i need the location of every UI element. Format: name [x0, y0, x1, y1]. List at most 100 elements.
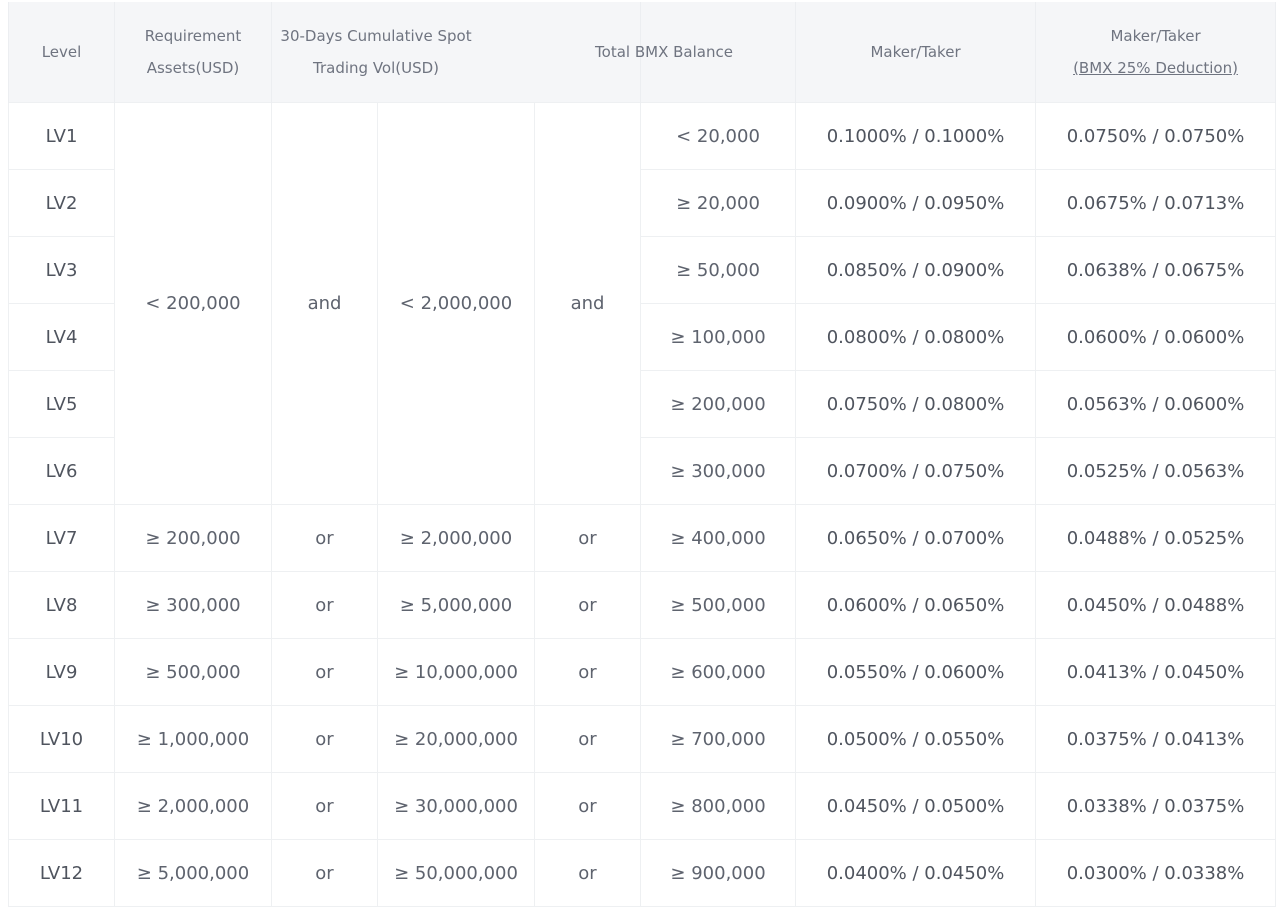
bmx-balance-cell: ≥ 50,000 — [640, 236, 797, 304]
level-cell: LV11 — [8, 772, 115, 840]
maker-taker-deduction-fee-cell: 0.0413% / 0.0450% — [1035, 638, 1277, 706]
maker-taker-deduction-fee-cell: 0.0525% / 0.0563% — [1035, 437, 1277, 505]
trading-volume-cell: ≥ 10,000,000 — [377, 638, 535, 706]
connector-cell: or — [271, 638, 378, 706]
level-cell: LV12 — [8, 839, 115, 907]
requirement-assets-cell: ≥ 500,000 — [114, 638, 272, 706]
level-cell: LV4 — [8, 303, 115, 371]
header-trading-volume: 30-Days Cumulative Spot Trading Vol(USD) — [270, 2, 642, 103]
level-cell: LV1 — [8, 102, 115, 170]
bmx-balance-cell: ≥ 20,000 — [640, 169, 797, 237]
level-cell: LV6 — [8, 437, 115, 505]
header-balance-label: Total BMX Balance — [595, 43, 733, 61]
level-cell: LV3 — [8, 236, 115, 304]
requirement-assets-cell: ≥ 200,000 — [114, 504, 272, 572]
table-header-row: Level Requirement Assets(USD) 30-Days Cu… — [8, 2, 1277, 103]
requirement-assets-cell: ≥ 300,000 — [114, 571, 272, 639]
bmx-balance-cell: ≥ 300,000 — [640, 437, 797, 505]
maker-taker-deduction-fee-cell: 0.0750% / 0.0750% — [1035, 102, 1277, 170]
level-cell: LV9 — [8, 638, 115, 706]
maker-taker-fee-cell: 0.0450% / 0.0500% — [795, 772, 1037, 840]
header-level: Level — [8, 2, 115, 103]
maker-taker-fee-cell: 0.0750% / 0.0800% — [795, 370, 1037, 438]
table-row: LV4 ≥ 100,000 0.0800% / 0.0800% 0.0600% / 0… — [8, 303, 1277, 371]
connector-cell: or — [271, 571, 378, 639]
table-row: LV2 ≥ 20,000 0.0900% / 0.0950% 0.0675% / 0.… — [8, 169, 1277, 237]
requirement-assets-cell: ≥ 2,000,000 — [114, 772, 272, 840]
maker-taker-deduction-fee-cell: 0.0563% / 0.0600% — [1035, 370, 1277, 438]
maker-taker-deduction-fee-cell: 0.0300% / 0.0338% — [1035, 839, 1277, 907]
header-requirement-assets: Requirement Assets(USD) — [114, 2, 272, 103]
table-row: LV5 ≥ 200,000 0.0750% / 0.0800% 0.0563% / 0… — [8, 370, 1277, 438]
maker-taker-fee-cell: 0.0500% / 0.0550% — [795, 705, 1037, 773]
table-row: LV10 ≥ 1,000,000 or ≥ 20,000,000 or ≥ 700,000… — [8, 705, 1277, 773]
maker-taker-fee-cell: 0.0700% / 0.0750% — [795, 437, 1037, 505]
connector-cell: or — [533, 638, 642, 706]
connector-cell: and — [533, 102, 642, 505]
connector-cell: or — [271, 839, 378, 907]
table-row: LV11 ≥ 2,000,000 or ≥ 30,000,000 or ≥ 800,000… — [8, 772, 1277, 840]
connector-cell: or — [271, 705, 378, 773]
bmx-balance-cell: ≥ 800,000 — [640, 772, 797, 840]
table-row: LV3 ≥ 50,000 0.0850% / 0.0900% 0.0638% / 0.… — [8, 236, 1277, 304]
bmx-balance-cell: ≥ 100,000 — [640, 303, 797, 371]
maker-taker-deduction-fee-cell: 0.0338% / 0.0375% — [1035, 772, 1277, 840]
table-row: LV1 < 200,000 and < 2,000,000 and < 20,000 0.1… — [8, 102, 1277, 505]
maker-taker-deduction-fee-cell: 0.0488% / 0.0525% — [1035, 504, 1277, 572]
header-volume-line2: Trading Vol(USD) — [313, 59, 440, 77]
maker-taker-fee-cell: 0.0800% / 0.0800% — [795, 303, 1037, 371]
maker-taker-deduction-fee-cell: 0.0375% / 0.0413% — [1035, 705, 1277, 773]
maker-taker-fee-cell: 0.0400% / 0.0450% — [795, 839, 1037, 907]
table-row: LV9 ≥ 500,000 or ≥ 10,000,000 or ≥ 600,000 0.0… — [8, 638, 1277, 706]
maker-taker-deduction-fee-cell: 0.0638% / 0.0675% — [1035, 236, 1277, 304]
table-row: LV7 ≥ 200,000 or ≥ 2,000,000 or ≥ 400,000 0.06… — [8, 504, 1277, 572]
bmx-balance-cell: ≥ 400,000 — [640, 504, 797, 572]
maker-taker-deduction-fee-cell: 0.0600% / 0.0600% — [1035, 303, 1277, 371]
header-total-bmx-balance: Total BMX Balance — [595, 2, 797, 103]
level-cell: LV7 — [8, 504, 115, 572]
bmx-deduction-link[interactable]: (BMX 25% Deduction) — [1073, 59, 1238, 77]
maker-taker-fee-cell: 0.0550% / 0.0600% — [795, 638, 1037, 706]
connector-cell: or — [271, 504, 378, 572]
trading-volume-cell: ≥ 5,000,000 — [377, 571, 535, 639]
trading-volume-cell: ≥ 20,000,000 — [377, 705, 535, 773]
connector-cell: or — [533, 772, 642, 840]
header-deduction-line1: Maker/Taker — [1110, 27, 1201, 45]
maker-taker-fee-cell: 0.0650% / 0.0700% — [795, 504, 1037, 572]
header-requirement-line2: Assets(USD) — [146, 59, 240, 77]
trading-volume-cell: ≥ 2,000,000 — [377, 504, 535, 572]
table-row: LV12 ≥ 5,000,000 or ≥ 50,000,000 or ≥ 900,000… — [8, 839, 1277, 907]
maker-taker-deduction-fee-cell: 0.0450% / 0.0488% — [1035, 571, 1277, 639]
bmx-balance-cell: ≥ 700,000 — [640, 705, 797, 773]
level-cell: LV10 — [8, 705, 115, 773]
connector-cell: and — [271, 102, 378, 505]
header-requirement-line1: Requirement — [144, 27, 242, 45]
requirement-assets-cell: ≥ 1,000,000 — [114, 705, 272, 773]
maker-taker-fee-cell: 0.0900% / 0.0950% — [795, 169, 1037, 237]
connector-cell: or — [271, 772, 378, 840]
header-maker-taker: Maker/Taker — [795, 2, 1037, 103]
trading-volume-cell: ≥ 30,000,000 — [377, 772, 535, 840]
fee-level-table: Level Requirement Assets(USD) 30-Days Cu… — [8, 2, 1277, 907]
bmx-balance-cell: ≥ 900,000 — [640, 839, 797, 907]
table-row: LV8 ≥ 300,000 or ≥ 5,000,000 or ≥ 500,000 0.06… — [8, 571, 1277, 639]
bmx-balance-cell: ≥ 600,000 — [640, 638, 797, 706]
header-volume-line1: 30-Days Cumulative Spot — [280, 27, 472, 45]
bmx-balance-cell: < 20,000 — [640, 102, 797, 170]
level-cell: LV8 — [8, 571, 115, 639]
connector-cell: or — [533, 705, 642, 773]
bmx-balance-cell: ≥ 500,000 — [640, 571, 797, 639]
table-body: LV1 < 200,000 and < 2,000,000 and < 20,000 0.1… — [8, 102, 1277, 907]
level-cell: LV5 — [8, 370, 115, 438]
level-cell: LV2 — [8, 169, 115, 237]
maker-taker-deduction-fee-cell: 0.0675% / 0.0713% — [1035, 169, 1277, 237]
header-maker-taker-deduction: Maker/Taker (BMX 25% Deduction) — [1035, 2, 1277, 103]
maker-taker-fee-cell: 0.0850% / 0.0900% — [795, 236, 1037, 304]
trading-volume-cell: < 2,000,000 — [377, 102, 535, 505]
trading-volume-cell: ≥ 50,000,000 — [377, 839, 535, 907]
requirement-assets-cell: < 200,000 — [114, 102, 272, 505]
connector-cell: or — [533, 571, 642, 639]
connector-cell: or — [533, 504, 642, 572]
table-row: LV6 ≥ 300,000 0.0700% / 0.0750% 0.0525% / 0… — [8, 437, 1277, 505]
connector-cell: or — [533, 839, 642, 907]
